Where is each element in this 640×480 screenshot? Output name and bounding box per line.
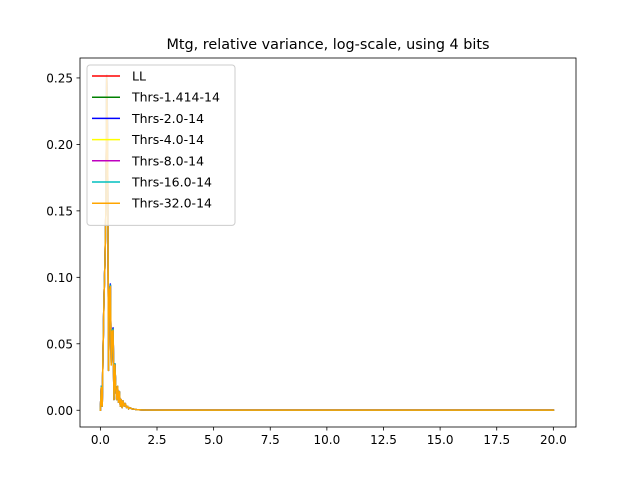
chart-title: Mtg, relative variance, log-scale, using… [166,37,489,53]
legend-label-4: Thrs-8.0-14 [131,153,204,168]
legend-label-3: Thrs-4.0-14 [131,132,204,147]
axes-layer: 0.0 2.5 5.0 7.5 10.0 12.5 15.0 17.5 20.0 0.00 0.05… [46,57,577,447]
x-tick-label: 7.5 [261,433,280,447]
y-tick-label: 0.15 [46,204,73,218]
x-tick-label: 15.0 [427,433,454,447]
y-tick-label: 0.25 [46,71,73,85]
legend: LL Thrs-1.414-14 Thrs-2.0-14 Thrs-4.0-14 Thr… [86,64,236,226]
x-tick-label: 17.5 [483,433,510,447]
legend-label-2: Thrs-2.0-14 [131,111,204,126]
y-tick-label: 0.05 [46,337,73,351]
y-tick-label: 0.10 [46,271,73,285]
legend-label-6: Thrs-32.0-14 [131,196,212,211]
axes-frame [79,57,577,428]
y-tick-label: 0.00 [46,404,73,418]
x-tick-label: 0.0 [91,433,110,447]
x-tick-label: 10.0 [314,433,341,447]
y-tick-label: 0.20 [46,138,73,152]
x-tick-label: 5.0 [204,433,223,447]
x-tick-label: 2.5 [147,433,166,447]
legend-label-1: Thrs-1.414-14 [131,90,220,105]
legend-box [86,64,236,226]
x-tick-label: 20.0 [540,433,567,447]
x-tick-label: 12.5 [370,433,397,447]
legend-label-5: Thrs-16.0-14 [131,175,212,190]
legend-label-0: LL [132,69,146,84]
